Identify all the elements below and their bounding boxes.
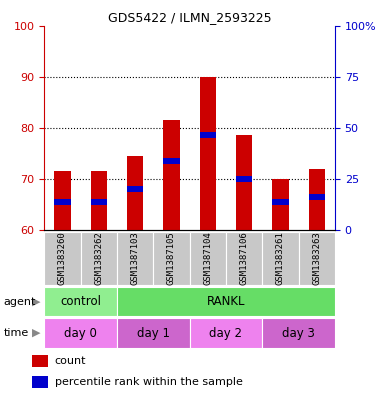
Bar — [90, 199, 107, 205]
Text: GSM1387104: GSM1387104 — [203, 231, 212, 285]
Bar — [32, 376, 48, 388]
Text: GSM1387105: GSM1387105 — [167, 231, 176, 285]
Text: GSM1383261: GSM1383261 — [276, 231, 285, 285]
Bar — [44, 232, 80, 285]
Bar — [226, 232, 262, 285]
Bar — [54, 199, 70, 205]
Bar — [236, 135, 252, 230]
Bar — [163, 158, 180, 164]
Bar — [117, 287, 335, 316]
Bar — [199, 132, 216, 138]
Text: GSM1383262: GSM1383262 — [94, 231, 103, 285]
Text: GSM1383260: GSM1383260 — [58, 231, 67, 285]
Text: day 2: day 2 — [209, 327, 243, 340]
Bar — [32, 355, 48, 367]
Bar — [90, 171, 107, 230]
Bar — [262, 232, 299, 285]
Bar — [54, 171, 70, 230]
Text: RANKL: RANKL — [207, 295, 245, 308]
Bar — [153, 232, 189, 285]
Bar — [262, 318, 335, 348]
Text: ▶: ▶ — [32, 297, 40, 307]
Bar — [309, 169, 325, 230]
Text: day 1: day 1 — [137, 327, 170, 340]
Text: count: count — [55, 356, 86, 366]
Text: ▶: ▶ — [32, 328, 40, 338]
Bar — [127, 186, 143, 192]
Bar — [272, 199, 289, 205]
Bar — [190, 318, 262, 348]
Bar — [309, 194, 325, 200]
Text: time: time — [4, 328, 29, 338]
Text: GSM1383263: GSM1383263 — [312, 231, 321, 285]
Text: GSM1387103: GSM1387103 — [131, 231, 140, 285]
Text: day 3: day 3 — [282, 327, 315, 340]
Text: GSM1387106: GSM1387106 — [239, 231, 249, 285]
Bar — [80, 232, 117, 285]
Title: GDS5422 / ILMN_2593225: GDS5422 / ILMN_2593225 — [108, 11, 271, 24]
Text: agent: agent — [4, 297, 36, 307]
Bar — [44, 318, 117, 348]
Text: control: control — [60, 295, 101, 308]
Bar — [299, 232, 335, 285]
Bar — [117, 232, 153, 285]
Bar — [127, 156, 143, 230]
Bar — [190, 232, 226, 285]
Text: percentile rank within the sample: percentile rank within the sample — [55, 377, 243, 387]
Text: day 0: day 0 — [64, 327, 97, 340]
Bar — [272, 179, 289, 230]
Bar — [163, 120, 180, 230]
Bar — [199, 77, 216, 230]
Bar — [236, 176, 252, 182]
Bar — [44, 287, 117, 316]
Bar — [117, 318, 190, 348]
